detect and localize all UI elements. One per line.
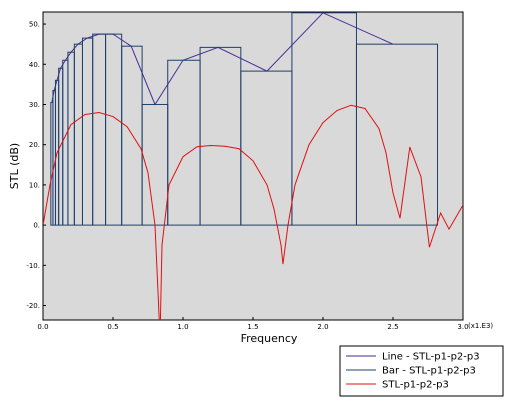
legend-entries: Line - STL-p1-p2-p3 Bar - STL-p1-p2-p3 STL… xyxy=(346,352,480,391)
y-tick-label: 10. xyxy=(29,181,40,189)
y-tick-label: 20. xyxy=(29,141,40,149)
line xyxy=(43,104,463,320)
plot-area xyxy=(42,11,464,321)
x-tick-label: 2.0 xyxy=(317,323,328,331)
legend-label: Bar - STL-p1-p2-p3 xyxy=(382,366,476,377)
legend xyxy=(339,345,504,397)
y-tick-label: 30. xyxy=(29,101,40,109)
y-axis-label: STL (dB) xyxy=(8,143,21,189)
x-axis-label: Frequency xyxy=(241,332,298,345)
x-tick-label: 2.5 xyxy=(387,323,398,331)
y-tick-label: 0. xyxy=(33,222,40,230)
marks xyxy=(43,12,463,320)
legend-label: STL-p1-p2-p3 xyxy=(382,380,449,391)
x-scale-note: (x1.E3) xyxy=(468,322,493,330)
x-tick-label: 1.5 xyxy=(247,323,258,331)
y-tick-label: 40. xyxy=(29,61,40,69)
x-tick-label: 0.0 xyxy=(37,323,48,331)
x-tick-label: 3.0 xyxy=(457,323,468,331)
y-tick-label: -10. xyxy=(26,262,40,270)
x-tick-label: 1.0 xyxy=(177,323,188,331)
legend-label: Line - STL-p1-p2-p3 xyxy=(382,352,480,363)
x-tick-label: 0.5 xyxy=(107,323,118,331)
bar xyxy=(355,43,439,226)
y-tick-label: 50. xyxy=(29,21,40,29)
y-tick-label: -20. xyxy=(26,302,40,310)
